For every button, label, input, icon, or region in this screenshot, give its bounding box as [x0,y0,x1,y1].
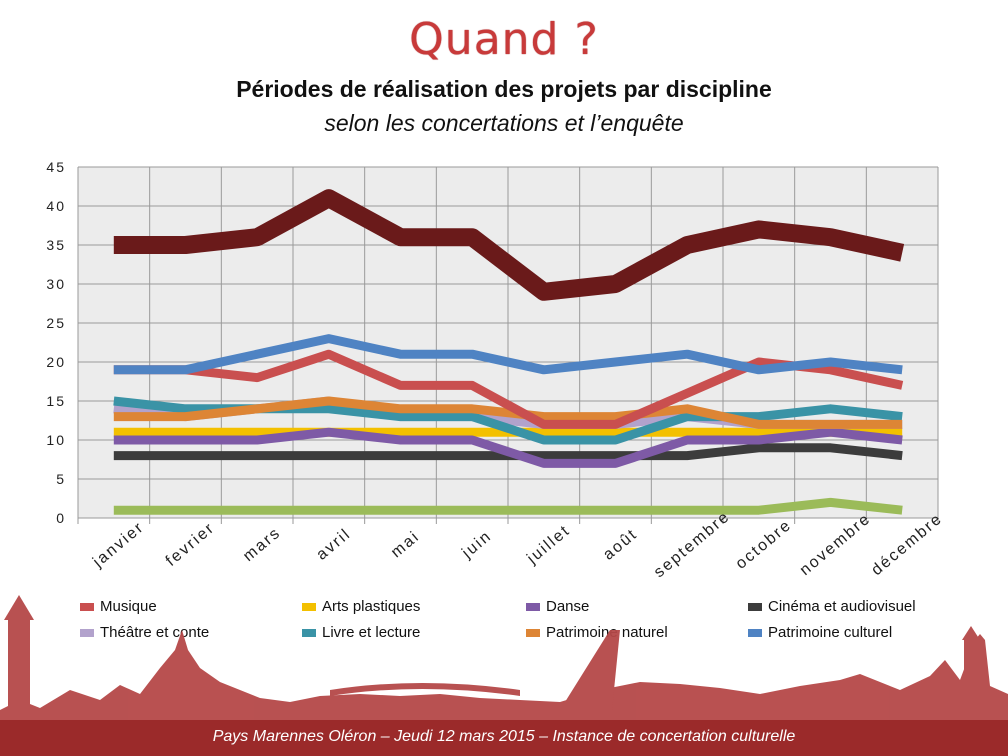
legend-item-danse: Danse [526,598,589,615]
y-tick-label: 45 [46,159,66,175]
y-tick-label: 40 [46,198,66,214]
y-tick-label: 35 [46,237,66,253]
x-tick-label: janvier [89,518,148,571]
series-line-green-series [113,497,903,515]
footer-band [0,720,1008,756]
series-line-musique [113,349,904,429]
y-tick-label: 10 [46,432,66,448]
legend-item-livre: Livre et lecture [302,624,420,641]
legend-swatch [748,629,762,638]
y-tick-label: 20 [46,354,66,370]
legend-item-cinema: Cinéma et audiovisuel [748,598,916,615]
x-tick-label: décembre [868,510,946,579]
series-line-danse [113,427,903,468]
x-tick-label: juin [458,527,495,562]
legend-swatch [302,603,316,612]
sail [560,630,620,710]
chart-legend: Musique Arts plastiques Danse Cinéma et … [80,598,980,648]
legend-swatch [748,603,762,612]
chart-subtitle: selon les concertations et l’enquête [324,110,684,136]
legend-swatch [526,629,540,638]
legend-item-musique: Musique [80,598,157,615]
x-tick-label: fevrier [163,519,219,570]
legend-swatch [526,603,540,612]
x-tick-label: mai [388,528,423,561]
x-tick-label: juillet [523,522,573,568]
legend-item-arts-plastiques: Arts plastiques [302,598,420,615]
footer-caption: Pays Marennes Oléron – Jeudi 12 mars 201… [212,728,796,745]
bridge [330,683,520,696]
series-line-patrimoine-naturel [113,396,903,429]
y-tick-label: 15 [46,393,66,409]
slide-title: Quand ? [409,14,599,65]
x-tick-label: septembre [651,508,734,581]
x-tick-label: mars [240,524,284,565]
y-tick-label: 30 [46,276,66,292]
x-tick-label: août [600,525,641,563]
line-chart: 0 5 10 15 20 25 30 35 40 45 janvier fevrier mars avri… [46,159,946,581]
y-tick-label: 25 [46,315,66,331]
chart-title: Périodes de réalisation des projets par … [236,76,772,102]
tower-left [8,620,30,710]
x-tick-label: novembre [797,510,875,579]
legend-swatch [302,629,316,638]
decorative-skyline [0,595,1008,756]
lighthouse [964,640,978,720]
legend-item-patrimoine-culturel: Patrimoine culturel [748,624,892,641]
x-tick-label: avril [313,525,354,563]
y-tick-label: 0 [56,510,66,526]
x-tick-label: octobre [733,516,796,572]
legend-swatch [80,603,94,612]
legend-item-patrimoine-naturel: Patrimoine naturel [526,624,668,641]
series-line-total [113,189,905,301]
y-tick-label: 5 [56,471,66,487]
series-line-patrimoine-culturel [113,334,903,375]
legend-swatch [80,629,94,638]
